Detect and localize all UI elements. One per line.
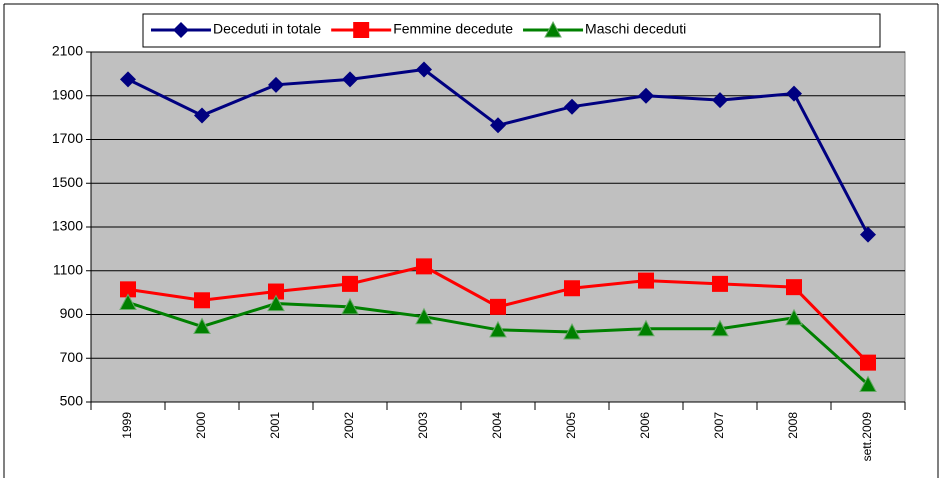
marker bbox=[785, 308, 803, 326]
y-tick-label: 500 bbox=[60, 393, 84, 409]
marker bbox=[712, 275, 728, 292]
legend-marker bbox=[353, 22, 370, 38]
y-tick-label: 700 bbox=[60, 349, 84, 365]
marker bbox=[267, 294, 285, 312]
y-tick-label: 900 bbox=[60, 305, 84, 321]
x-tick-label: 2008 bbox=[786, 412, 800, 439]
x-tick-label: 2006 bbox=[638, 412, 652, 439]
legend-marker bbox=[544, 20, 562, 38]
marker bbox=[637, 319, 655, 337]
marker bbox=[564, 280, 580, 297]
legend: Deceduti in totale Femmine decedute Maschi… bbox=[142, 13, 881, 48]
x-tick-label: 2003 bbox=[416, 412, 430, 439]
marker bbox=[564, 98, 580, 115]
marker bbox=[341, 297, 359, 315]
marker bbox=[489, 320, 507, 338]
x-tick-label: 2000 bbox=[194, 412, 208, 439]
marker bbox=[490, 298, 506, 315]
marker bbox=[194, 107, 210, 124]
y-tick-label: 1700 bbox=[52, 130, 83, 146]
y-tick-label: 2100 bbox=[52, 43, 83, 59]
legend-label: Deceduti in totale bbox=[213, 21, 321, 37]
x-tick-label: 2004 bbox=[490, 412, 504, 439]
marker bbox=[268, 283, 284, 300]
marker bbox=[193, 317, 211, 335]
x-tick-label: 2007 bbox=[712, 412, 726, 439]
marker bbox=[860, 354, 876, 371]
y-tick-label: 1300 bbox=[52, 218, 83, 234]
marker bbox=[786, 279, 802, 296]
marker bbox=[638, 87, 654, 104]
marker bbox=[120, 281, 136, 298]
x-tick-label: 2005 bbox=[564, 412, 578, 439]
marker bbox=[194, 292, 210, 309]
marker bbox=[268, 76, 284, 93]
marker bbox=[860, 226, 876, 243]
marker bbox=[342, 71, 358, 88]
marker bbox=[416, 258, 432, 275]
marker bbox=[638, 272, 654, 289]
y-tick-label: 1900 bbox=[52, 86, 83, 102]
x-tick-label: 2002 bbox=[342, 412, 356, 439]
y-tick-label: 1100 bbox=[53, 261, 83, 277]
marker bbox=[859, 375, 877, 392]
marker bbox=[415, 307, 433, 325]
marker bbox=[120, 71, 136, 88]
marker bbox=[712, 92, 728, 109]
legend-label: Femmine decedute bbox=[393, 21, 513, 37]
x-tick-label: 1999 bbox=[120, 412, 134, 439]
legend-label: Maschi deceduti bbox=[585, 21, 686, 37]
marker bbox=[786, 85, 802, 102]
marker bbox=[563, 322, 581, 340]
legend-marker bbox=[173, 22, 189, 38]
x-tick-label: sett.2009 bbox=[860, 412, 874, 462]
marker bbox=[119, 293, 137, 310]
marker bbox=[490, 117, 506, 134]
marker bbox=[342, 275, 358, 292]
y-tick-label: 1500 bbox=[52, 174, 83, 190]
legend-box bbox=[142, 13, 881, 48]
marker bbox=[416, 61, 432, 78]
marker bbox=[711, 319, 729, 337]
x-tick-label: 2001 bbox=[268, 412, 282, 439]
